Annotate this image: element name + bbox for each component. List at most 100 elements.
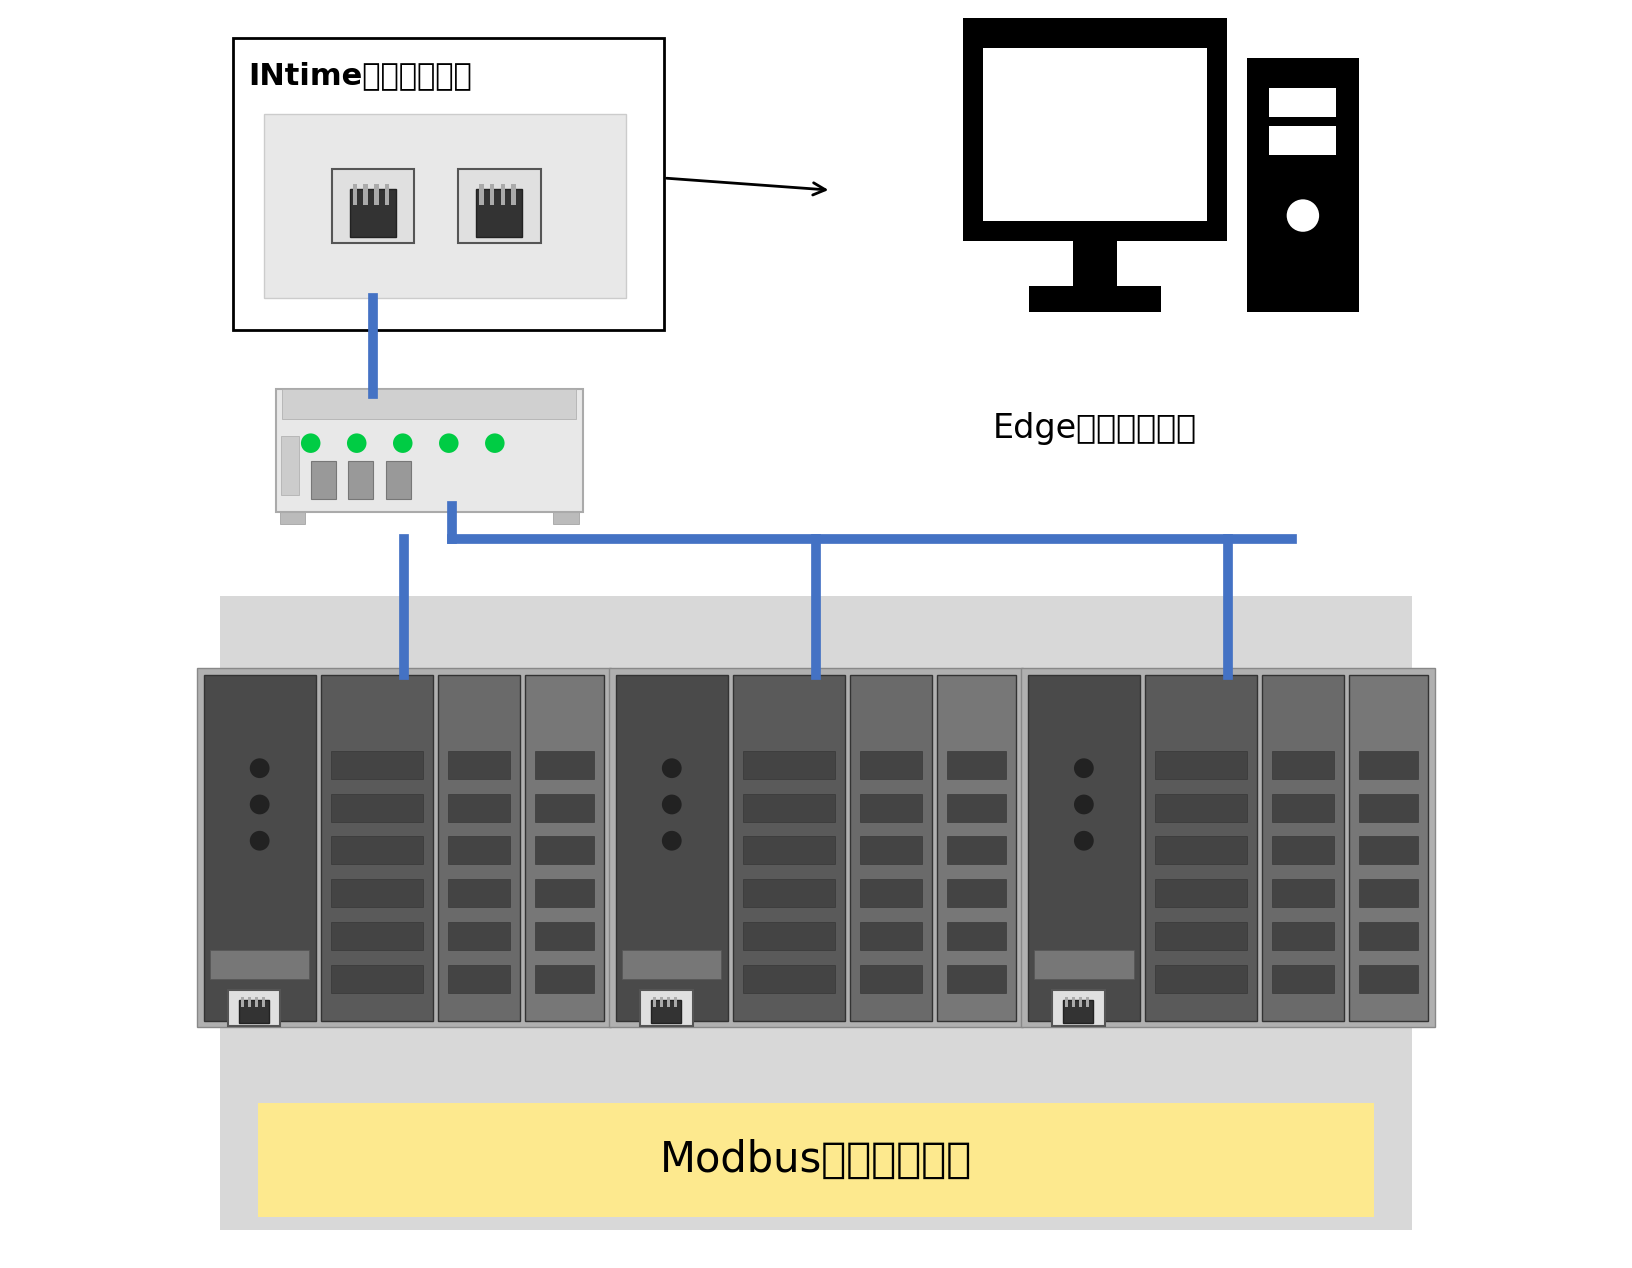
FancyBboxPatch shape [535,794,594,822]
FancyBboxPatch shape [437,675,521,1021]
FancyBboxPatch shape [743,879,836,908]
FancyBboxPatch shape [331,170,415,243]
FancyBboxPatch shape [281,511,305,524]
FancyBboxPatch shape [947,751,1007,779]
Circle shape [348,434,367,453]
FancyBboxPatch shape [1155,794,1247,822]
FancyBboxPatch shape [331,879,423,908]
Circle shape [300,434,320,453]
FancyBboxPatch shape [1030,285,1160,312]
FancyBboxPatch shape [261,997,264,1007]
FancyBboxPatch shape [1359,965,1418,993]
FancyBboxPatch shape [535,965,594,993]
FancyBboxPatch shape [349,189,397,237]
FancyBboxPatch shape [331,837,423,865]
FancyBboxPatch shape [501,184,506,204]
FancyBboxPatch shape [743,794,836,822]
FancyBboxPatch shape [860,837,922,865]
FancyBboxPatch shape [1155,879,1247,908]
FancyBboxPatch shape [733,675,845,1021]
FancyBboxPatch shape [659,997,663,1007]
FancyBboxPatch shape [984,48,1206,221]
FancyBboxPatch shape [310,462,336,498]
FancyBboxPatch shape [1035,950,1134,979]
Circle shape [663,795,682,814]
FancyBboxPatch shape [1271,879,1335,908]
Circle shape [250,795,269,814]
FancyBboxPatch shape [240,999,269,1023]
FancyBboxPatch shape [860,965,922,993]
FancyBboxPatch shape [1247,58,1359,312]
FancyBboxPatch shape [947,879,1007,908]
FancyBboxPatch shape [1262,675,1345,1021]
FancyBboxPatch shape [535,879,594,908]
FancyBboxPatch shape [353,184,357,204]
FancyBboxPatch shape [477,189,522,237]
FancyBboxPatch shape [667,997,669,1007]
FancyBboxPatch shape [860,879,922,908]
FancyBboxPatch shape [947,837,1007,865]
FancyBboxPatch shape [1359,837,1418,865]
FancyBboxPatch shape [860,751,922,779]
FancyBboxPatch shape [615,675,728,1021]
FancyBboxPatch shape [653,997,656,1007]
Circle shape [485,434,504,453]
FancyBboxPatch shape [526,675,604,1021]
FancyBboxPatch shape [1271,751,1335,779]
FancyBboxPatch shape [1028,675,1139,1021]
FancyBboxPatch shape [743,922,836,950]
FancyBboxPatch shape [1359,879,1418,908]
FancyBboxPatch shape [947,965,1007,993]
FancyBboxPatch shape [447,879,511,908]
FancyBboxPatch shape [1270,127,1337,155]
FancyBboxPatch shape [1022,668,1435,1027]
Circle shape [1074,758,1093,779]
FancyBboxPatch shape [947,794,1007,822]
FancyBboxPatch shape [609,668,1023,1027]
FancyBboxPatch shape [447,794,511,822]
FancyBboxPatch shape [242,997,245,1007]
FancyBboxPatch shape [743,965,836,993]
FancyBboxPatch shape [1271,965,1335,993]
FancyBboxPatch shape [1271,794,1335,822]
Text: Modbusスレーブ機器: Modbusスレーブ機器 [659,1139,973,1182]
FancyBboxPatch shape [264,114,625,298]
FancyBboxPatch shape [651,999,681,1023]
FancyBboxPatch shape [1053,990,1105,1026]
FancyBboxPatch shape [248,997,251,1007]
FancyBboxPatch shape [1271,837,1335,865]
FancyBboxPatch shape [850,675,932,1021]
FancyBboxPatch shape [447,837,511,865]
Circle shape [1074,831,1093,851]
FancyBboxPatch shape [535,751,594,779]
FancyBboxPatch shape [963,18,1227,241]
FancyBboxPatch shape [1359,922,1418,950]
Text: Edgeコントローラ: Edgeコントローラ [992,412,1196,445]
FancyBboxPatch shape [553,511,578,524]
FancyBboxPatch shape [640,990,692,1026]
FancyBboxPatch shape [511,184,516,204]
FancyBboxPatch shape [1155,751,1247,779]
FancyBboxPatch shape [211,950,310,979]
FancyBboxPatch shape [743,751,836,779]
FancyBboxPatch shape [1064,999,1093,1023]
FancyBboxPatch shape [1359,751,1418,779]
Text: INtimeネットワーク: INtimeネットワーク [248,61,472,90]
Circle shape [439,434,459,453]
FancyBboxPatch shape [1270,89,1337,117]
FancyBboxPatch shape [860,922,922,950]
Circle shape [1074,795,1093,814]
FancyBboxPatch shape [220,596,1412,1230]
FancyBboxPatch shape [459,170,540,243]
FancyBboxPatch shape [947,922,1007,950]
FancyBboxPatch shape [1085,997,1089,1007]
FancyBboxPatch shape [258,1103,1374,1217]
FancyBboxPatch shape [331,751,423,779]
FancyBboxPatch shape [281,436,299,495]
FancyBboxPatch shape [937,675,1017,1021]
FancyBboxPatch shape [233,38,664,330]
FancyBboxPatch shape [276,389,583,511]
FancyBboxPatch shape [1350,675,1428,1021]
FancyBboxPatch shape [374,184,379,204]
Circle shape [663,758,682,779]
